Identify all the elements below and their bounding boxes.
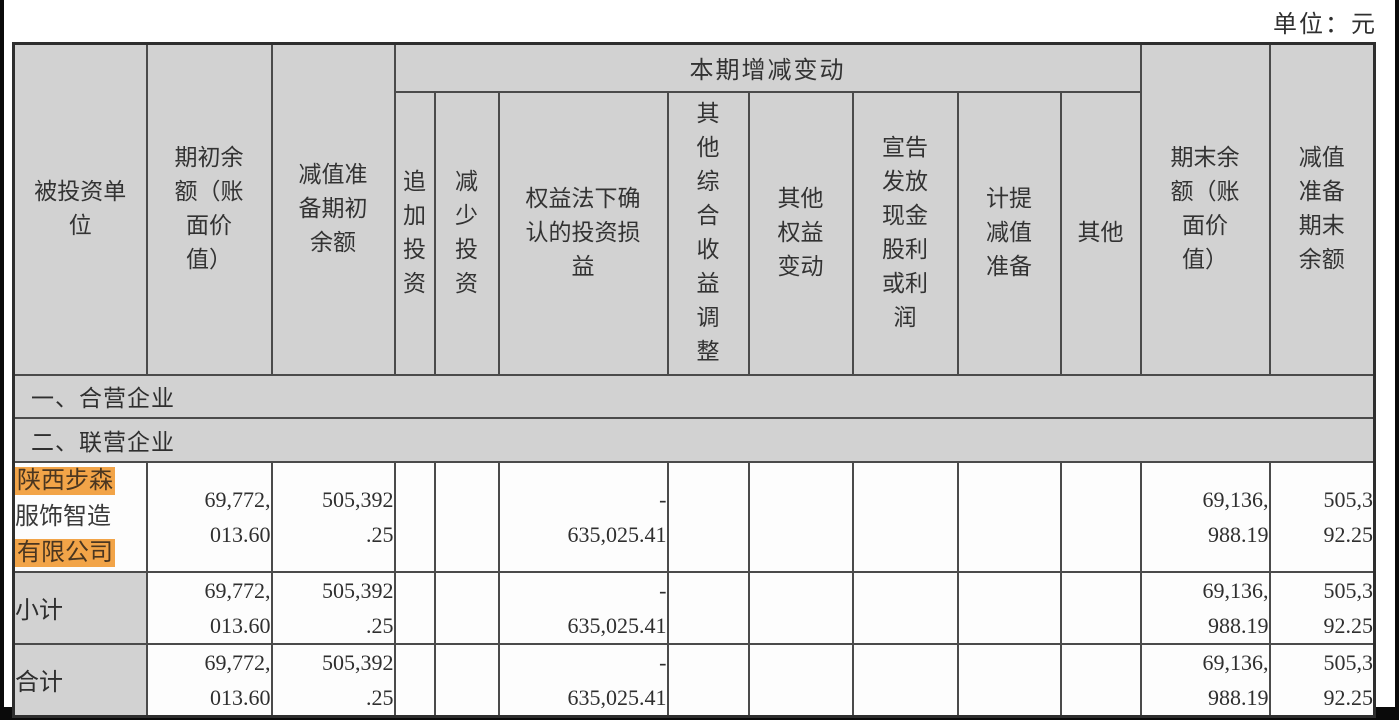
cell-other-equity-change [747, 570, 854, 645]
cell-reduced-investment [433, 460, 500, 573]
cell-equity-method-pl: - 635,025.41 [497, 460, 669, 573]
cell-impairment-ending: 505,3 92.25 [1268, 570, 1376, 645]
cell-impairment-ending: 505,3 92.25 [1268, 642, 1376, 717]
cell-impairment-accrued [956, 570, 1062, 645]
cell-impairment-initial: 505,392 .25 [270, 642, 396, 717]
cell-initial-balance: 69,772, 013.60 [145, 460, 273, 573]
investment-table: 被投资单 位 期初余 额（账 面价 值） 减值准 备期初 余额 本期增减变动 期… [12, 42, 1376, 718]
investee-name-line: 有限公司 [15, 535, 146, 571]
screen-edge-right [1395, 0, 1399, 708]
cell-impairment-initial: 505,392 .25 [270, 460, 396, 573]
investee-name-line: 服饰智造 [15, 503, 111, 530]
cell-equity-method-pl: - 635,025.41 [497, 570, 669, 645]
col-header-equity-method-pl: 权益法下确 认的投资损 益 [497, 90, 669, 376]
cell-equity-method-pl: - 635,025.41 [497, 642, 669, 717]
section-row-joint-ventures: 一、合营企业 [12, 373, 1376, 419]
cell-other [1059, 642, 1142, 717]
section-label-joint-ventures: 一、合营企业 [12, 373, 1376, 419]
cell-oci-adjustment [666, 570, 750, 645]
header-row-top: 被投资单 位 期初余 额（账 面价 值） 减值准 备期初 余额 本期增减变动 期… [12, 42, 1376, 376]
col-header-additional-investment: 追 加 投 资 [393, 90, 436, 376]
section-row-associates: 二、联营企业 [12, 416, 1376, 463]
cell-ending-balance: 69,136, 988.19 [1139, 642, 1271, 717]
col-header-impairment-initial: 减值准 备期初 余额 [270, 42, 396, 376]
col-header-ending-balance: 期末余 额（账 面价 值） [1139, 42, 1271, 376]
cell-other-equity-change [747, 642, 854, 717]
cell-impairment-initial: 505,392 .25 [270, 570, 396, 645]
section-label-associates: 二、联营企业 [12, 416, 1376, 463]
table-row-company: 陕西步森 服饰智造 有限公司 69,772, 013.60 505,392 .2… [12, 460, 1376, 573]
cell-additional-investment [393, 570, 436, 645]
cell-oci-adjustment [666, 642, 750, 717]
cell-impairment-accrued [956, 642, 1062, 717]
col-header-impairment-ending: 减值 准备 期末 余额 [1268, 42, 1376, 376]
cell-initial-balance: 69,772, 013.60 [145, 642, 273, 717]
col-header-investee: 被投资单 位 [12, 42, 148, 376]
cell-dividends-declared [851, 642, 959, 717]
header-row-sub: 追 加 投 资 减 少 投 资 权益法下确 认的投资损 益 其 他 综 合 收 … [14, 90, 1375, 376]
cell-impairment-accrued [956, 460, 1062, 573]
cell-oci-adjustment [666, 460, 750, 573]
col-header-impairment-accrued: 计提 减值 准备 [956, 90, 1062, 376]
cell-ending-balance: 69,136, 988.19 [1139, 570, 1271, 645]
investee-name-line: 陕西步森 [15, 463, 146, 499]
col-header-other-equity-change: 其他 权益 变动 [747, 90, 854, 376]
cell-ending-balance: 69,136, 988.19 [1139, 460, 1271, 573]
col-header-oci-adjustment: 其 他 综 合 收 益 调 整 [666, 90, 750, 376]
total-label: 合计 [12, 642, 148, 717]
cell-other-equity-change [747, 460, 854, 573]
cell-impairment-ending: 505,3 92.25 [1268, 460, 1376, 573]
cell-reduced-investment [433, 570, 500, 645]
cell-reduced-investment [433, 642, 500, 717]
screen-edge-left [0, 0, 4, 708]
investee-name-cell: 陕西步森 服饰智造 有限公司 [12, 460, 148, 573]
col-header-initial-balance: 期初余 额（账 面价 值） [145, 42, 273, 376]
col-header-other: 其他 [1059, 90, 1142, 376]
cell-dividends-declared [851, 460, 959, 573]
subtotal-label: 小计 [12, 570, 148, 645]
cell-other [1059, 570, 1142, 645]
cell-additional-investment [393, 460, 436, 573]
col-header-dividends-declared: 宣告 发放 现金 股利 或利 润 [851, 90, 959, 376]
highlighted-text: 有限公司 [15, 538, 115, 567]
col-header-reduced-investment: 减 少 投 资 [433, 90, 500, 376]
highlighted-text: 陕西步森 [15, 466, 115, 495]
col-header-period-changes-group: 本期增减变动 [393, 42, 1142, 93]
cell-initial-balance: 69,772, 013.60 [145, 570, 273, 645]
table-row-subtotal: 小计 69,772, 013.60 505,392 .25 - 635,025.… [12, 570, 1376, 645]
cell-additional-investment [393, 642, 436, 717]
cell-other [1059, 460, 1142, 573]
unit-label: 单位：元 [1273, 12, 1377, 38]
cell-dividends-declared [851, 570, 959, 645]
table-row-total: 合计 69,772, 013.60 505,392 .25 - 635,025.… [12, 642, 1376, 717]
